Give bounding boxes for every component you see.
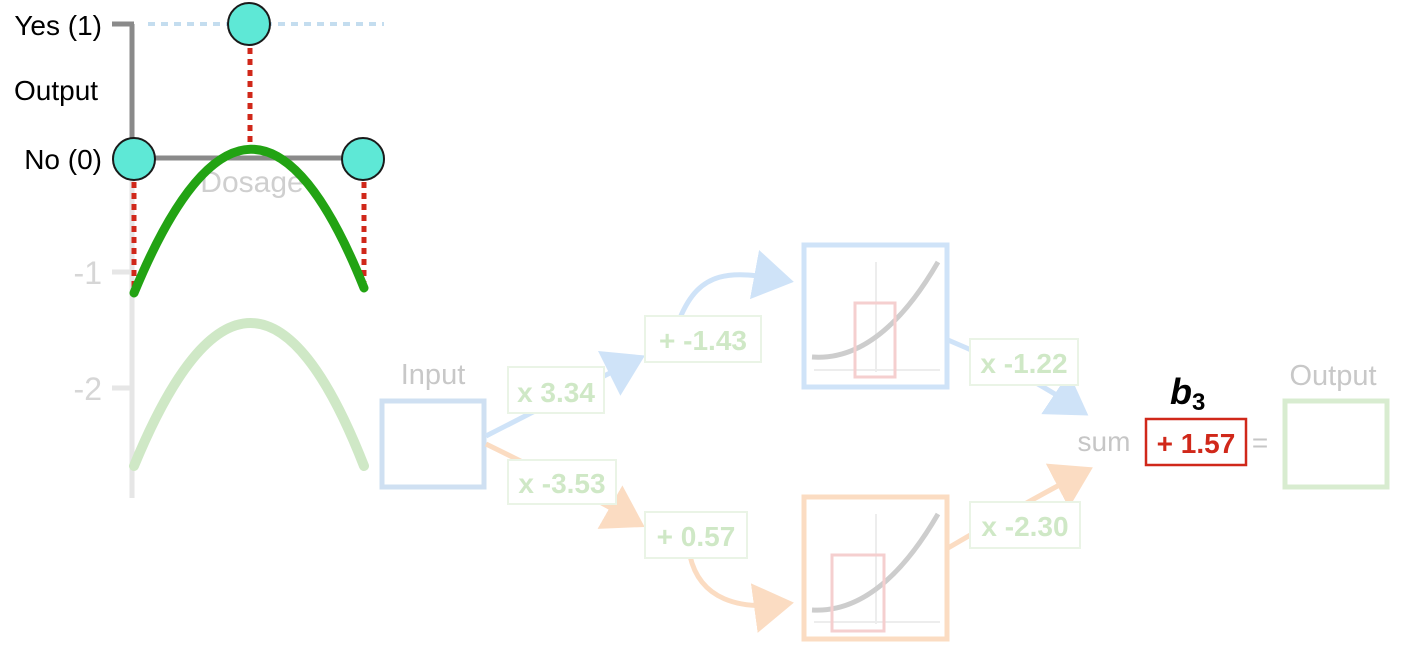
output-node (1282, 398, 1390, 490)
bottom-activation-node (801, 494, 950, 642)
tick-label-minus-1: -1 (74, 255, 102, 291)
weight-top-in: x 3.34 (517, 377, 595, 408)
input-node (379, 398, 487, 490)
bias-top: + -1.43 (659, 325, 747, 356)
weight-box-top-in: x 3.34 (507, 366, 605, 414)
edge-top-bias-to-top-node (677, 249, 794, 319)
network: Input x 3.34 x -3.53 + -1.43 + 0.57 (379, 242, 1390, 642)
green-curve (129, 144, 369, 298)
weight-bottom-in: x -3.53 (518, 468, 605, 499)
weight-box-bottom-out: x -2.30 (969, 501, 1081, 549)
bias-box-top: + -1.43 (644, 315, 762, 363)
edge-bottom-bias-to-bottom-node (687, 555, 794, 633)
data-point-right (341, 137, 385, 181)
yes-label: Yes (1) (14, 10, 102, 41)
weight-box-top-out: x -1.22 (969, 338, 1079, 386)
faded-green-curve (129, 318, 369, 471)
bias-box-bottom: + 0.57 (644, 511, 748, 559)
final-bias-box: + 1.57 (1144, 417, 1248, 467)
bias-bottom: + 0.57 (657, 521, 736, 552)
softplus-curve-bottom (811, 512, 941, 613)
data-point-middle (227, 2, 271, 46)
b3-label: b3 (1170, 371, 1205, 416)
final-bias: + 1.57 (1157, 428, 1236, 459)
output-axis-label: Output (14, 75, 98, 106)
no-label: No (0) (24, 144, 102, 175)
highlight-range-bottom (830, 553, 886, 633)
weight-top-out: x -1.22 (980, 348, 1067, 379)
weight-box-bottom-in: x -3.53 (507, 459, 617, 505)
data-point-left (112, 137, 156, 181)
dosage-label: Dosage (200, 166, 303, 199)
sum-label: sum (1078, 426, 1131, 457)
dosage-graph: -1 -2 Yes (1) Output No (0) Dosage (14, 2, 385, 498)
tick-label-minus-2: -2 (74, 371, 102, 407)
output-label: Output (1289, 360, 1376, 392)
highlight-range-top (853, 301, 897, 379)
weight-bottom-out: x -2.30 (981, 511, 1068, 542)
input-label: Input (401, 359, 466, 391)
equals-sign: = (1252, 427, 1268, 458)
top-activation-node (801, 242, 950, 390)
softplus-curve-top (811, 260, 941, 360)
